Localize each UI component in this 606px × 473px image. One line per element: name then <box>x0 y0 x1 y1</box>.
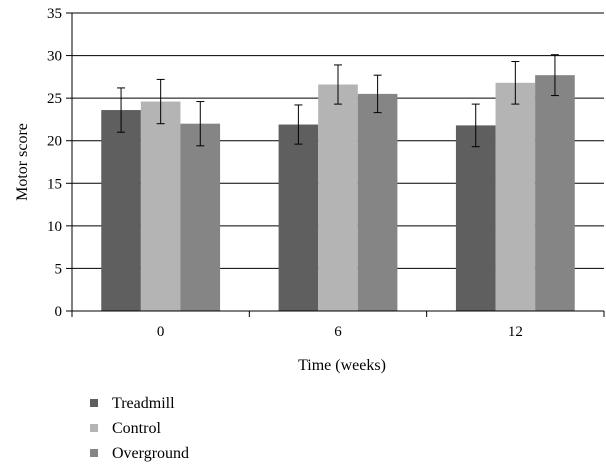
bar-control-0 <box>140 101 181 311</box>
legend-swatch-treadmill <box>90 399 98 407</box>
legend-label-control: Control <box>112 420 161 437</box>
y-tick-label: 25 <box>47 91 62 107</box>
axes <box>66 12 605 317</box>
bar-control-6 <box>318 84 358 312</box>
bar-overground-0 <box>180 123 221 311</box>
y-tick-labels: 0 5 10 15 20 25 30 35 <box>47 6 62 320</box>
x-tick-label: 12 <box>508 324 523 340</box>
legend-label-overground: Overground <box>112 445 189 462</box>
legend: Treadmill Control Overground <box>90 395 189 462</box>
y-tick-label: 35 <box>47 6 62 22</box>
x-tick-label: 0 <box>157 324 165 340</box>
x-axis-title: Time (weeks) <box>298 357 386 374</box>
bar-overground-6 <box>357 93 398 311</box>
bars <box>101 75 575 312</box>
x-tick-label: 6 <box>334 324 342 340</box>
bar-treadmill-0 <box>101 110 141 311</box>
bar-treadmill-6 <box>278 124 319 311</box>
y-tick-label: 15 <box>47 176 62 192</box>
y-tick-label: 5 <box>55 261 63 277</box>
error-bars <box>117 54 559 148</box>
y-axis-title: Motor score <box>14 123 31 201</box>
bar-control-12 <box>495 82 536 312</box>
x-tick-labels: 0 6 12 <box>157 324 523 340</box>
y-tick-label: 10 <box>47 219 62 235</box>
y-tick-label: 0 <box>55 304 63 320</box>
legend-swatch-control <box>90 424 98 432</box>
legend-label-treadmill: Treadmill <box>112 395 175 412</box>
bar-treadmill-12 <box>455 125 496 311</box>
y-tick-label: 30 <box>47 49 62 65</box>
bar-overground-12 <box>535 75 575 311</box>
y-tick-label: 20 <box>47 134 62 150</box>
legend-swatch-overground <box>90 449 98 457</box>
